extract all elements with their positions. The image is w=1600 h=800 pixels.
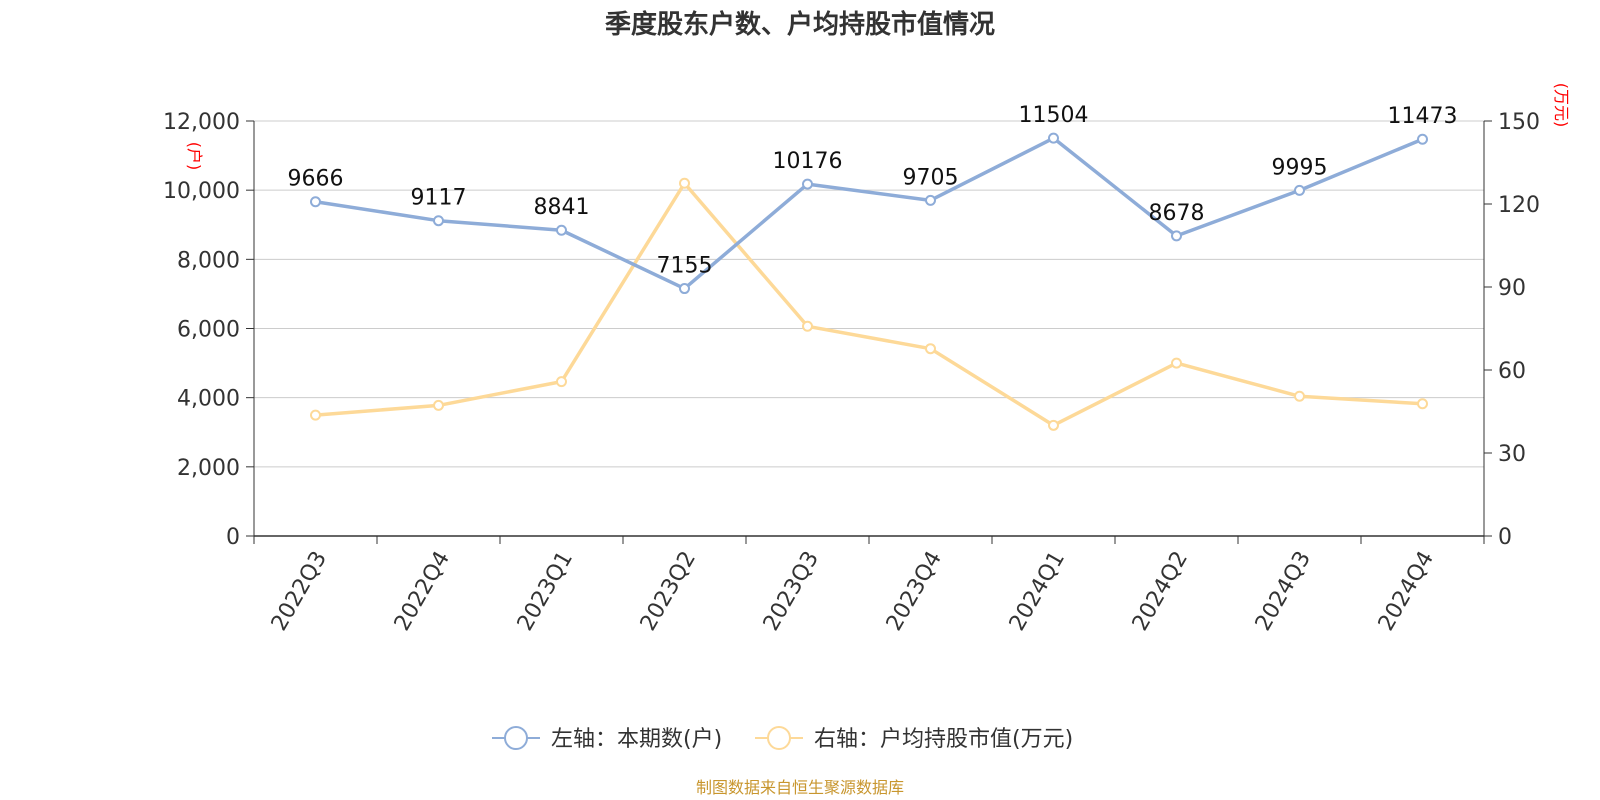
data-point-right[interactable] [1048,419,1059,431]
left-axis-tick-label: 6,000 [177,318,240,343]
data-label: 8678 [1149,201,1205,226]
series-layer [310,132,1428,431]
data-point-left[interactable] [1417,133,1428,145]
legend: 左轴：本期数(户) 右轴：户均持股市值(万元) [492,726,1073,752]
data-label: 9666 [288,167,344,192]
data-point-left[interactable] [802,178,813,190]
data-label: 9705 [903,165,959,190]
legend-item-left-series[interactable]: 左轴：本期数(户) [492,726,722,752]
data-point-right[interactable] [925,343,936,355]
data-point-right[interactable] [802,320,813,332]
gridlines [254,120,1484,468]
legend-item-right-series[interactable]: 右轴：户均持股市值(万元) [755,726,1073,752]
x-axis-tick-label: 2023Q1 [513,547,578,635]
data-label: 7155 [657,254,713,279]
data-point-left[interactable] [1171,230,1182,242]
data-point-right[interactable] [556,376,567,388]
data-point-right[interactable] [433,399,444,411]
legend-right-series-label: 右轴：户均持股市值(万元) [814,727,1073,752]
data-point-left[interactable] [310,196,321,208]
x-axis-tick-label: 2023Q2 [636,547,701,635]
legend-right-series-marker-icon [767,726,791,750]
legend-left-series-label: 左轴：本期数(户) [551,727,722,752]
right-axis-tick-label: 120 [1498,193,1540,218]
legend-left-series-marker-icon [504,726,528,750]
x-axis-tick-label: 2024Q3 [1251,547,1316,635]
right-axis-tick-label: 150 [1498,110,1540,135]
left-axis-tick-label: 12,000 [163,110,240,135]
data-point-left[interactable] [1048,132,1059,144]
data-point-left[interactable] [433,215,444,227]
data-point-right[interactable] [1171,357,1182,369]
right-axis-unit: (万元) [1552,83,1571,128]
right-axis-tick-label: 90 [1498,276,1526,301]
data-point-left[interactable] [679,283,690,295]
left-axis-tick-label: 0 [226,525,240,550]
x-axis-tick-label: 2024Q1 [1005,547,1070,635]
data-label: 8841 [534,195,590,220]
right-axis-tick-label: 30 [1498,442,1526,467]
left-axis-tick-label: 10,000 [163,179,240,204]
right-axis-tick-label: 0 [1498,525,1512,550]
data-point-left[interactable] [925,194,936,206]
x-axis-tick-label: 2024Q4 [1374,547,1439,635]
data-point-right[interactable] [1417,398,1428,410]
series-line-left [315,136,1424,291]
data-labels: 9666 9117 8841 7155 10176 9705 11504 8678 9995 11… [288,103,1458,278]
chart-title: 季度股东户数、户均持股市值情况 [605,9,995,40]
data-label: 11504 [1019,103,1089,128]
data-label: 9117 [411,186,467,211]
data-point-right[interactable] [310,409,321,421]
data-point-left[interactable] [1294,184,1305,196]
left-axis-unit: (户) [185,142,204,171]
data-label: 10176 [773,149,843,174]
x-axis-tick-label: 2024Q2 [1128,547,1193,635]
left-axis-tick-label: 8,000 [177,248,240,273]
left-axis-tick-label: 2,000 [177,456,240,481]
data-label: 11473 [1388,104,1458,129]
x-axis-tick-label: 2023Q3 [759,547,824,635]
left-axis-tick-label: 4,000 [177,387,240,412]
data-point-right[interactable] [1294,390,1305,402]
x-axis-tick-label: 2022Q4 [390,547,455,635]
right-axis-tick-label: 60 [1498,359,1526,384]
data-source-note: 制图数据来自恒生聚源数据库 [696,778,904,797]
data-label: 9995 [1272,155,1328,180]
x-axis-tick-label: 2022Q3 [267,547,332,635]
data-point-right[interactable] [679,177,690,189]
series-line-right [315,181,1423,428]
data-point-left[interactable] [556,224,567,236]
x-axis-tick-label: 2023Q4 [882,547,947,635]
